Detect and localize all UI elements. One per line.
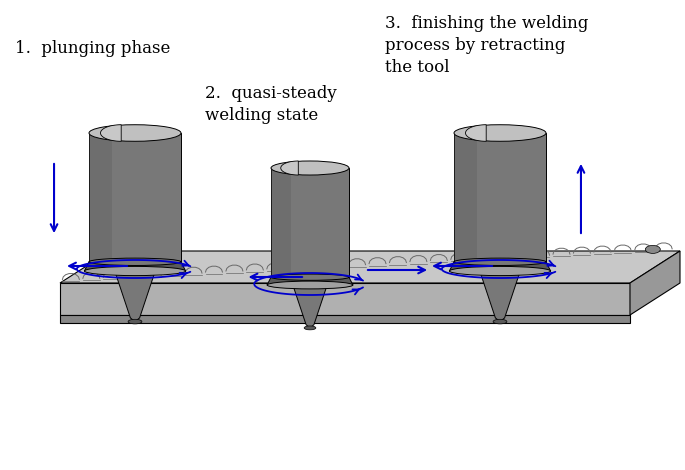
- Polygon shape: [293, 285, 327, 328]
- Ellipse shape: [271, 274, 349, 280]
- Polygon shape: [630, 251, 680, 315]
- Ellipse shape: [128, 319, 142, 324]
- Ellipse shape: [84, 266, 186, 275]
- Polygon shape: [60, 315, 630, 323]
- Ellipse shape: [454, 125, 546, 141]
- Text: 3.  finishing the welding
process by retracting
the tool: 3. finishing the welding process by retr…: [385, 15, 588, 77]
- Polygon shape: [101, 125, 121, 141]
- Polygon shape: [267, 277, 353, 285]
- Polygon shape: [281, 161, 298, 175]
- Ellipse shape: [304, 326, 316, 330]
- Polygon shape: [60, 283, 630, 315]
- Polygon shape: [454, 133, 477, 262]
- Text: 2.  quasi-steady
welding state: 2. quasi-steady welding state: [205, 85, 337, 124]
- Ellipse shape: [267, 281, 353, 289]
- Polygon shape: [271, 168, 349, 277]
- Polygon shape: [449, 262, 551, 271]
- Polygon shape: [89, 133, 112, 262]
- Polygon shape: [271, 168, 290, 277]
- Ellipse shape: [454, 258, 546, 266]
- Ellipse shape: [89, 125, 181, 141]
- Ellipse shape: [645, 245, 660, 253]
- Ellipse shape: [271, 161, 349, 175]
- Polygon shape: [115, 271, 155, 321]
- Polygon shape: [84, 262, 186, 271]
- Polygon shape: [454, 133, 546, 262]
- Polygon shape: [60, 251, 680, 283]
- Polygon shape: [89, 133, 181, 262]
- Text: 1.  plunging phase: 1. plunging phase: [15, 40, 171, 57]
- Polygon shape: [479, 271, 520, 321]
- Ellipse shape: [89, 258, 181, 266]
- Polygon shape: [466, 125, 486, 141]
- Ellipse shape: [493, 319, 507, 324]
- Ellipse shape: [449, 266, 551, 275]
